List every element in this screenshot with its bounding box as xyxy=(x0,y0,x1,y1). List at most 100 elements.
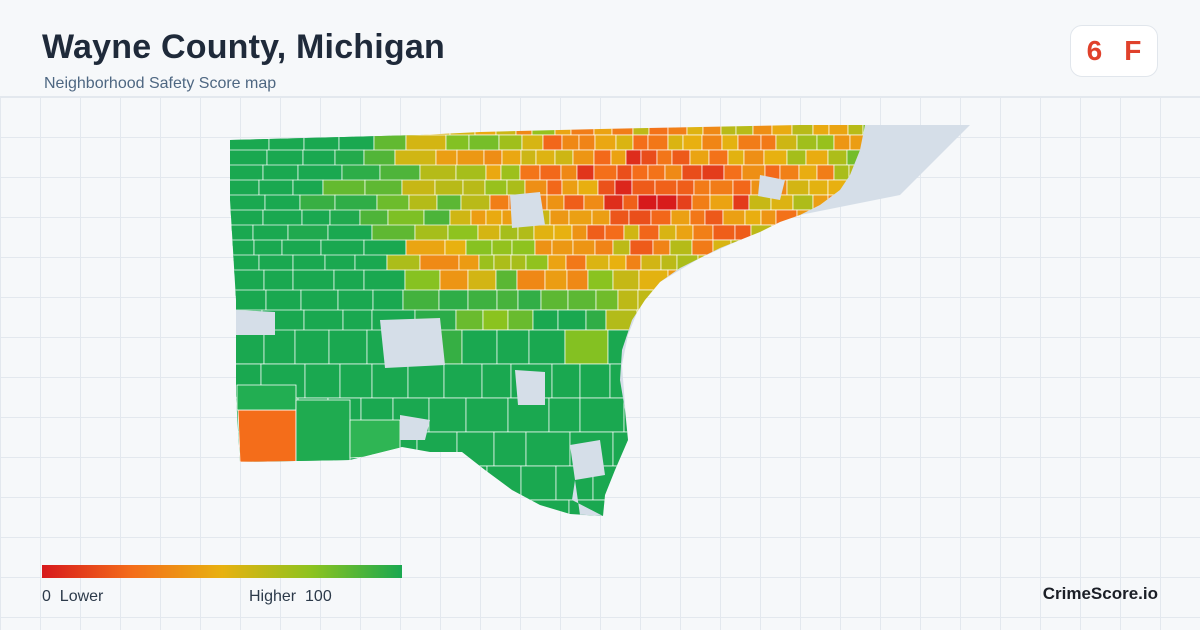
neighborhood-cell xyxy=(455,309,484,331)
neighborhood-cell xyxy=(640,149,658,166)
brand-logo-text[interactable]: CrimeScore.io xyxy=(1042,584,1158,603)
neighborhood-cell xyxy=(676,194,693,211)
neighborhood-cell xyxy=(646,329,677,365)
neighborhood-cell xyxy=(793,289,823,311)
neighborhood-cell xyxy=(835,309,865,331)
neighborhood-cell xyxy=(833,134,851,151)
neighborhood-cell xyxy=(682,431,716,467)
neighborhood-cell xyxy=(647,164,666,181)
neighborhood-cell xyxy=(712,224,736,241)
neighborhood-cell xyxy=(525,254,549,271)
neighborhood-cell xyxy=(456,431,495,467)
neighborhood-cell xyxy=(608,254,627,271)
neighborhood-cell xyxy=(816,134,835,151)
neighborhood-cell xyxy=(742,309,765,331)
neighborhood-cell xyxy=(688,363,734,399)
neighborhood-cell xyxy=(637,194,658,211)
neighborhood-cell xyxy=(868,466,900,500)
neighborhood-cell xyxy=(851,289,865,311)
neighborhood-cell xyxy=(478,254,495,271)
neighborhood-cell xyxy=(230,329,265,365)
neighborhood-cell xyxy=(675,329,716,365)
neighborhood-cell xyxy=(614,179,633,196)
neighborhood-cell xyxy=(812,309,837,331)
neighborhood-cell xyxy=(857,269,865,291)
neighborhood-cell xyxy=(549,209,570,226)
neighborhood-cell xyxy=(606,499,648,516)
neighborhood-cell xyxy=(691,239,714,256)
neighborhood-cell xyxy=(686,125,704,136)
neighborhood-cell xyxy=(486,465,522,501)
neighborhood-cell xyxy=(786,309,814,331)
neighborhood-cell xyxy=(691,194,711,211)
neighborhood-cell xyxy=(647,134,669,151)
neighborhood-cell xyxy=(636,309,659,331)
neighborhood-cell xyxy=(838,224,857,241)
neighborhood-cell xyxy=(714,431,745,467)
neighborhood-cell xyxy=(230,465,267,501)
neighborhood-cell xyxy=(792,194,814,211)
neighborhood-cell xyxy=(564,329,609,365)
neighborhood-cell xyxy=(571,224,588,241)
neighborhood-cell xyxy=(438,289,469,311)
neighborhood-cell xyxy=(579,397,625,433)
neighborhood-cell xyxy=(428,397,467,433)
neighborhood-cell xyxy=(572,149,595,166)
neighborhood-cell xyxy=(460,499,492,516)
neighborhood-cell xyxy=(638,224,660,241)
neighborhood-cell xyxy=(686,309,713,331)
no-data-area xyxy=(236,310,275,335)
neighborhood-cell xyxy=(474,125,497,136)
neighborhood-cell xyxy=(593,125,613,136)
neighborhood-cell xyxy=(701,164,725,181)
no-data-area xyxy=(400,415,430,440)
neighborhood-cell xyxy=(612,431,656,467)
neighborhood-cell xyxy=(796,363,840,399)
neighborhood-cell xyxy=(723,465,766,501)
neighborhood-cell xyxy=(760,209,777,226)
neighborhood-cell xyxy=(812,125,830,136)
neighborhood-cell xyxy=(609,209,630,226)
neighborhood-cell xyxy=(816,164,835,181)
neighborhood-cell xyxy=(623,224,640,241)
neighborhood-cell xyxy=(760,134,777,151)
neighborhood-cell xyxy=(650,209,672,226)
neighborhood-cell xyxy=(576,164,595,181)
neighborhood-cell xyxy=(477,224,501,241)
neighborhood-cell xyxy=(798,164,818,181)
safety-score-value: 6 xyxy=(1086,35,1103,66)
neighborhood-cell xyxy=(667,134,684,151)
neighborhood-cell xyxy=(855,224,865,241)
neighborhood-cell xyxy=(823,224,840,241)
neighborhood-cell xyxy=(495,269,518,291)
neighborhood-cell xyxy=(682,134,703,151)
neighborhood-cell xyxy=(846,431,865,467)
neighborhood-cell xyxy=(603,194,624,211)
neighborhood-cell xyxy=(585,254,610,271)
neighborhood-cell xyxy=(697,397,727,433)
neighborhood-cell xyxy=(833,164,850,181)
neighborhood-cells xyxy=(230,125,908,516)
page-title: Wayne County, Michigan xyxy=(42,28,445,66)
neighborhood-cell xyxy=(866,210,884,225)
no-data-area xyxy=(515,370,545,405)
neighborhood-cell xyxy=(853,329,865,365)
legend-high-label: Higher 100 xyxy=(249,588,332,606)
neighborhood-cell xyxy=(501,149,522,166)
neighborhood-cell xyxy=(873,364,908,398)
neighborhood-cell xyxy=(631,164,649,181)
neighborhood-cell xyxy=(660,254,678,271)
legend-gradient-bar xyxy=(42,565,402,578)
safety-score-badge: 6 F xyxy=(1070,25,1158,77)
neighborhood-cell xyxy=(840,499,865,516)
neighborhood-cell xyxy=(308,465,339,501)
neighborhood-cell xyxy=(579,363,611,399)
neighborhood-cell xyxy=(813,431,848,467)
neighborhood-cell xyxy=(496,289,519,311)
neighborhood-cell xyxy=(876,225,893,240)
neighborhood-cell xyxy=(722,209,746,226)
neighborhood-cell xyxy=(637,289,665,311)
no-data-areas xyxy=(236,175,785,516)
neighborhood-cell xyxy=(407,363,445,399)
